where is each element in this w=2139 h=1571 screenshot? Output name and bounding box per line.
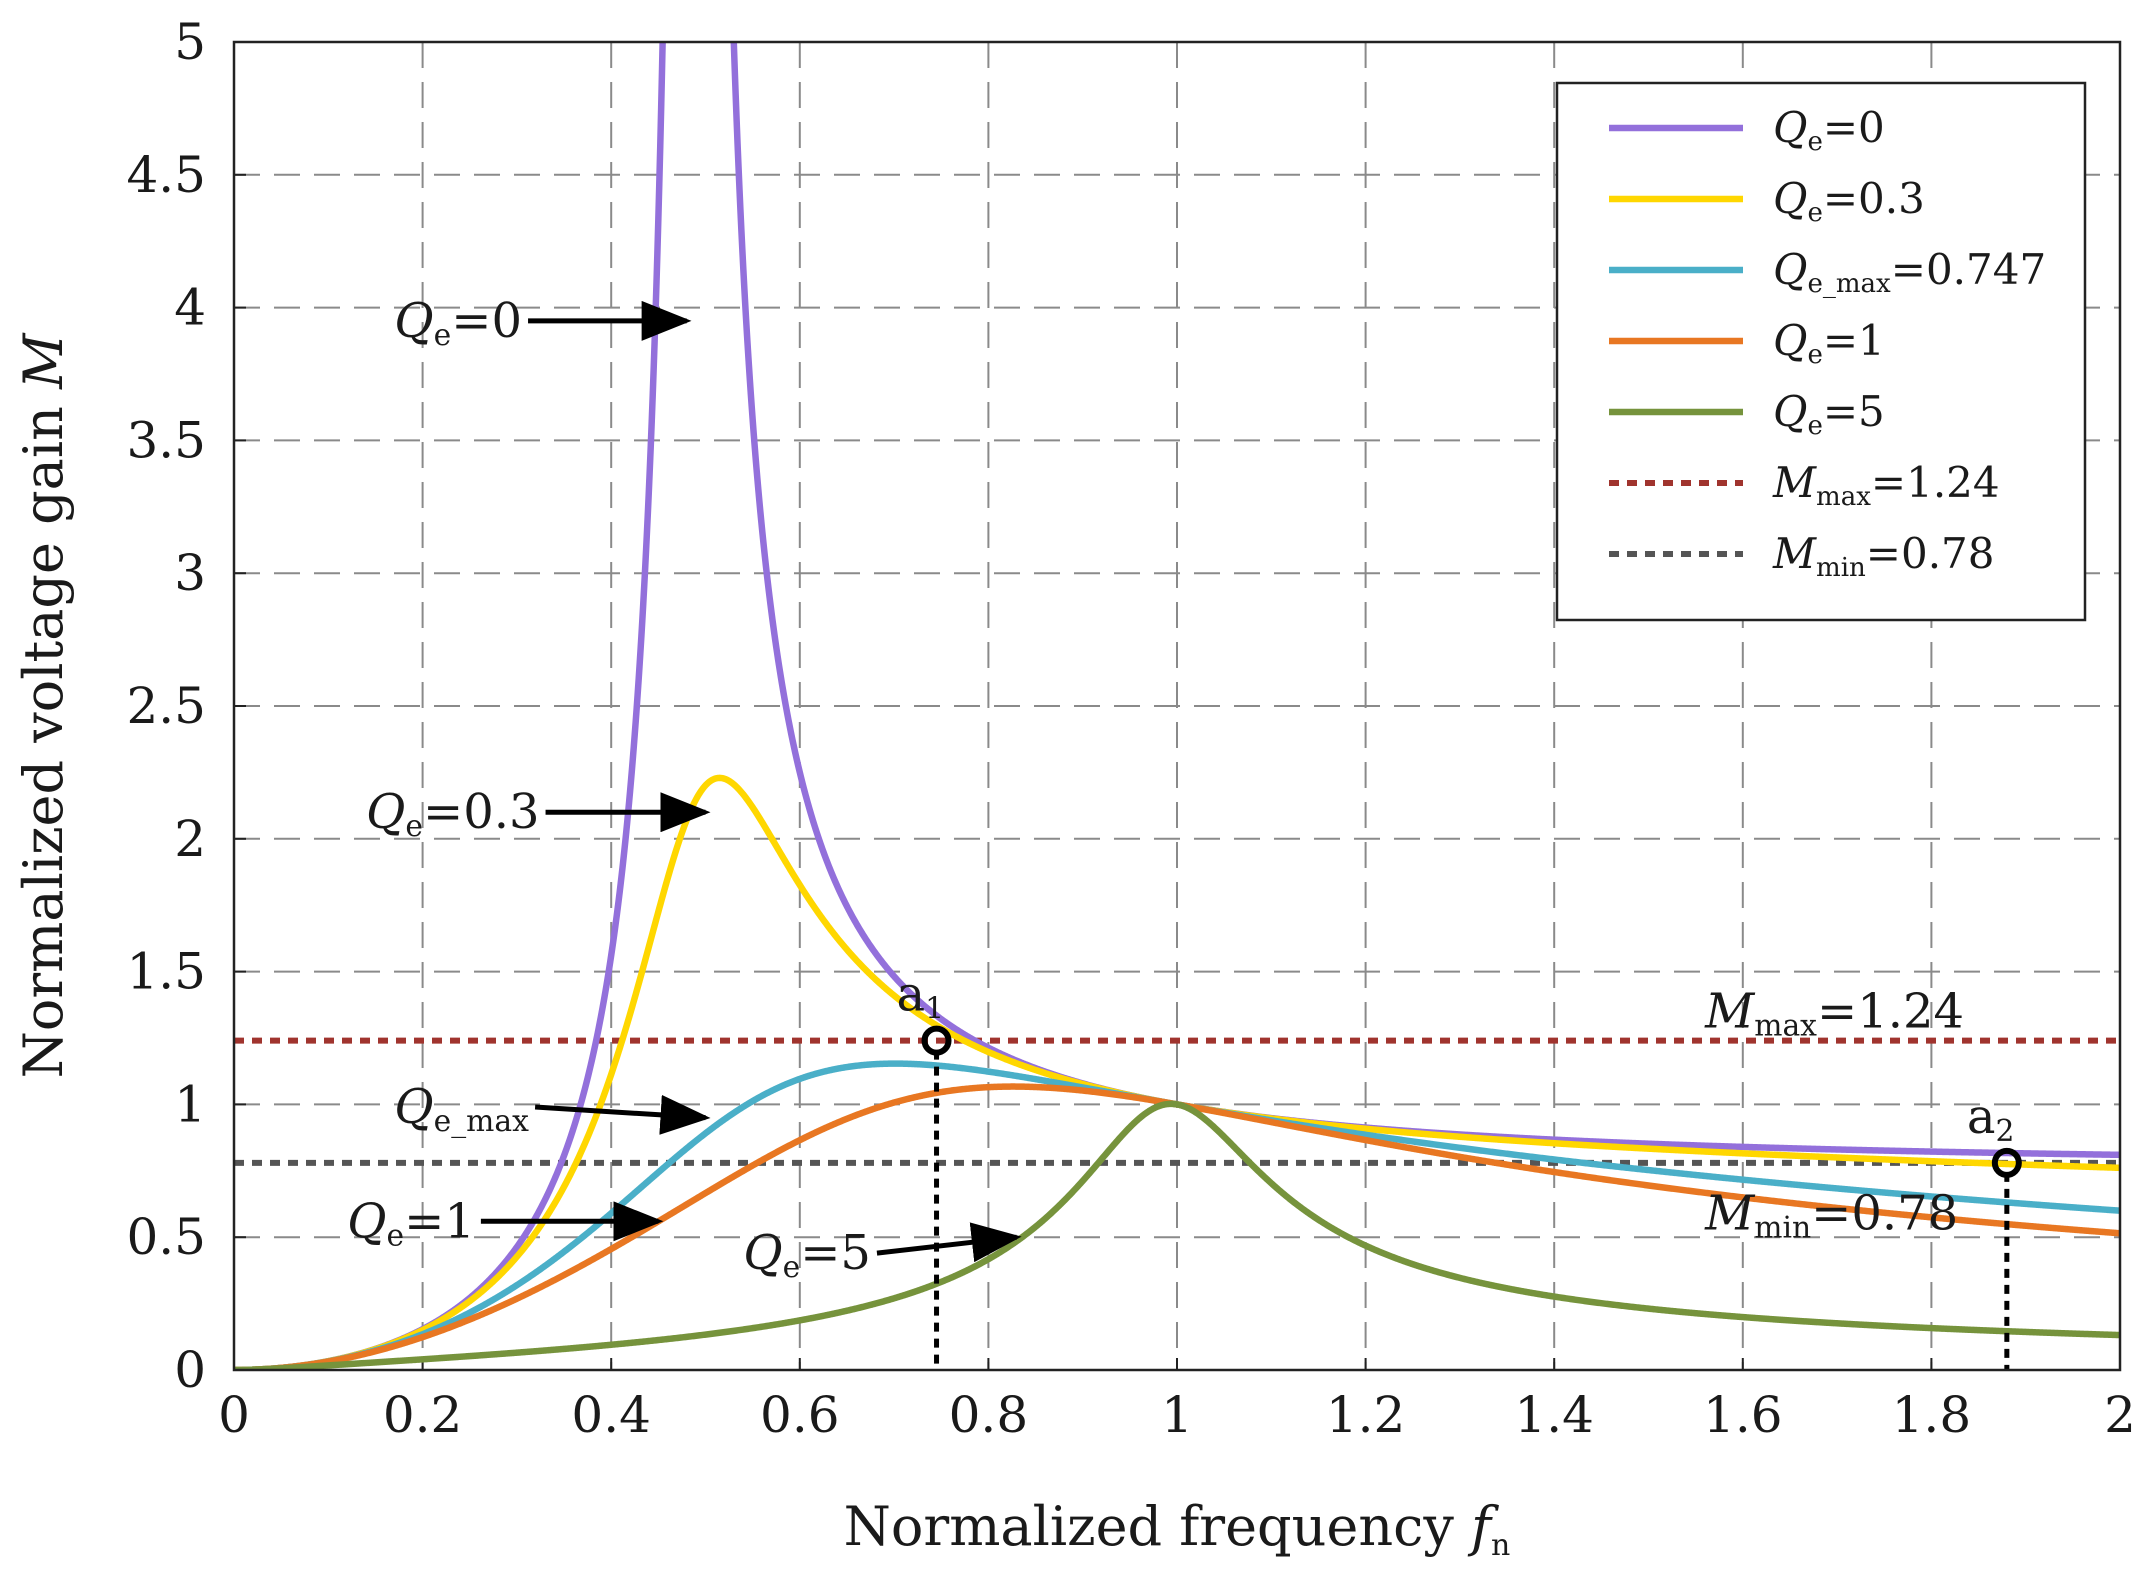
y-tick-label: 5 (174, 13, 206, 71)
point-label-a2: a2 (1967, 1089, 2015, 1149)
x-tick-label: 0.4 (571, 1386, 651, 1444)
x-tick-label: 1 (1161, 1386, 1193, 1444)
plot-frame (232, 40, 2122, 1372)
legend-label-qemax: Qe_max=0.747 (1773, 245, 2046, 299)
marker-a2 (1991, 1147, 2022, 1178)
y-tick-label: 0.5 (126, 1208, 206, 1266)
annotation-ann-qe03: Qe=0.3 (366, 784, 540, 844)
y-tick-label: 2.5 (126, 677, 206, 735)
annotation-arrow-ann-qe5 (876, 1222, 1022, 1263)
y-tick-label: 1 (174, 1075, 206, 1133)
annotation-ann-qemax: Qe_max (394, 1079, 529, 1139)
legend-label-mmax: Mmax=1.24 (1772, 458, 2000, 512)
x-tick-label: 0.2 (383, 1386, 463, 1444)
legend: Qe=0 Qe=0.3 Qe_max=0.747 Qe=1 Qe=5 Mmax=1.24 M… (1555, 81, 2087, 622)
y-tick-label: 0 (174, 1341, 206, 1399)
y-tick-label: 2 (174, 810, 206, 868)
legend-box (1555, 81, 2087, 622)
y-tick-label: 4 (174, 279, 206, 337)
annotation-arrow-ann-qemax (534, 1094, 711, 1135)
y-tick-label: 4.5 (126, 146, 206, 204)
point-markers: a1 a2 (897, 967, 2022, 1178)
y-axis-title: Normalized voltage gain M (12, 332, 75, 1079)
x-tick-label: 0.8 (949, 1386, 1029, 1444)
x-tick-label: 1.2 (1326, 1386, 1406, 1444)
legend-label-qe03: Qe=0.3 (1773, 174, 1925, 228)
series-lines (234, 42, 2120, 1370)
x-tick-label: 0.6 (760, 1386, 840, 1444)
x-tick-label: 1.8 (1892, 1386, 1972, 1444)
x-tick-label: 0 (218, 1386, 250, 1444)
legend-label-qe5: Qe=5 (1773, 387, 1885, 441)
annotation-ann-mmin: Mmin=0.78 (1704, 1185, 1958, 1245)
legend-label-mmin: Mmin=0.78 (1772, 529, 1995, 583)
legend-label-qe1: Qe=1 (1773, 316, 1885, 370)
x-tick-label: 1.6 (1703, 1386, 1783, 1444)
annotation-ann-qe5: Qe=5 (743, 1225, 871, 1285)
series-line-qe5 (234, 1100, 2120, 1370)
point-drop-lines (934, 1050, 2010, 1370)
annotation-ann-qe1: Qe=1 (347, 1193, 475, 1253)
annotation-ann-mmax: Mmax=1.24 (1704, 983, 1964, 1043)
x-tick-label: 1.4 (1514, 1386, 1594, 1444)
x-tick-label: 2 (2104, 1386, 2136, 1444)
marker-a1 (921, 1025, 952, 1056)
axis-labels: Normalized frequency fn Normalized volta… (12, 332, 1510, 1563)
reference-lines (234, 1037, 2120, 1166)
annotation-ann-qe0: Qe=0 (394, 293, 522, 353)
axis-ticks: 0 0.2 0.4 0.6 0.8 1 1.2 1.4 1.6 1.8 2 0 0.5 1 1.5 2 2.5 3… (126, 13, 2135, 1444)
y-tick-label: 1.5 (126, 943, 206, 1001)
y-tick-label: 3.5 (126, 411, 206, 469)
annotations: Qe=0 Qe=0.3 Qe_max Qe=1 Qe=5 Mmax=1.24 Mmin=0.… (347, 293, 1964, 1285)
x-axis-title: Normalized frequency fn (844, 1495, 1511, 1563)
legend-label-qe0: Qe=0 (1773, 103, 1885, 157)
y-tick-label: 3 (174, 544, 206, 602)
point-label-a1: a1 (897, 967, 945, 1027)
